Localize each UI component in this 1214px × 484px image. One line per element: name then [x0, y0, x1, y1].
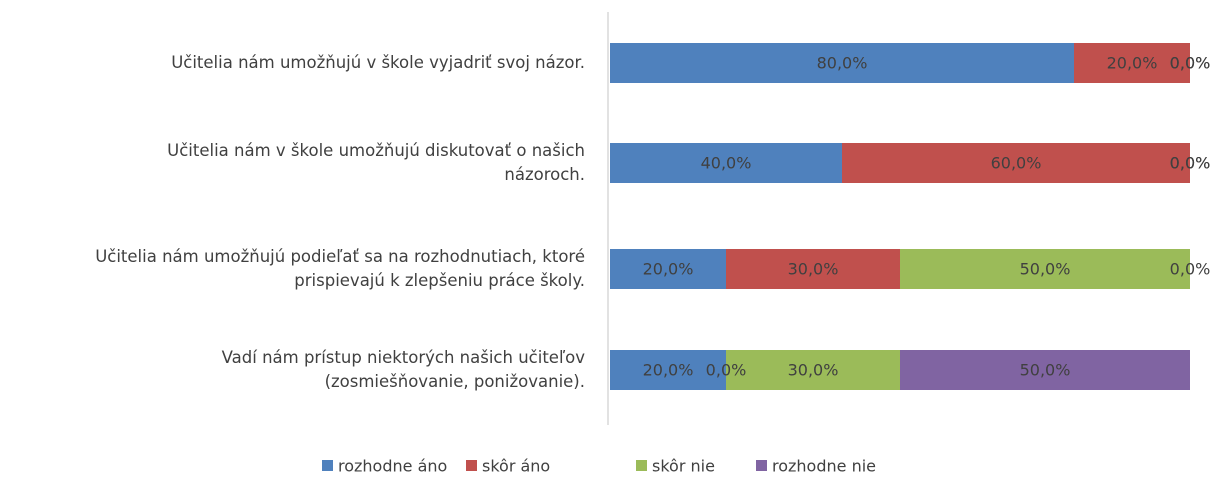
bar-segment — [726, 249, 900, 289]
category-label: Učitelia nám umožňujú v škole vyjadriť s… — [171, 53, 585, 72]
bar-segment — [610, 350, 726, 390]
bar-segment — [900, 249, 1190, 289]
bar-segment — [610, 143, 842, 183]
data-label: 50,0% — [1020, 260, 1071, 279]
data-label: 20,0% — [1107, 54, 1158, 73]
data-label: 0,0% — [1170, 154, 1211, 173]
bar-segment — [1074, 43, 1190, 83]
data-label: 80,0% — [817, 54, 868, 73]
data-label: 50,0% — [1020, 361, 1071, 380]
legend-swatch — [466, 460, 477, 471]
legend-swatch — [756, 460, 767, 471]
legend-swatch — [636, 460, 647, 471]
bar-segment — [842, 143, 1190, 183]
data-label: 0,0% — [1170, 154, 1211, 173]
legend-label: skôr áno — [482, 457, 550, 476]
legend-label: skôr nie — [652, 457, 715, 476]
category-label: Učitelia nám v škole umožňujú diskutovať… — [167, 141, 585, 184]
category-label: Vadí nám prístup niektorých našich učite… — [221, 348, 585, 391]
data-label: 30,0% — [788, 260, 839, 279]
data-label: 0,0% — [706, 361, 747, 380]
legend-swatch — [322, 460, 333, 471]
category-label: Učitelia nám umožňujú podieľať sa na roz… — [95, 247, 585, 290]
legend-label: rozhodne áno — [338, 457, 447, 476]
bar-segment — [900, 350, 1190, 390]
bar-segment — [610, 43, 1074, 83]
data-label: 60,0% — [991, 154, 1042, 173]
data-label: 0,0% — [1170, 54, 1211, 73]
data-label: 20,0% — [643, 361, 694, 380]
data-label: 30,0% — [788, 361, 839, 380]
data-label: 0,0% — [1170, 260, 1211, 279]
data-label: 40,0% — [701, 154, 752, 173]
bar-segment — [726, 350, 900, 390]
data-label: 20,0% — [643, 260, 694, 279]
bar-segment — [610, 249, 726, 289]
data-label: 0,0% — [1170, 54, 1211, 73]
legend-label: rozhodne nie — [772, 457, 876, 476]
